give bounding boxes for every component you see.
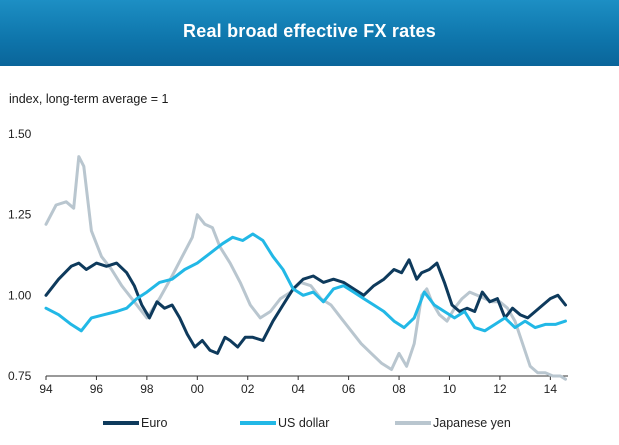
series-line-euro — [44, 258, 567, 355]
title-banner: Real broad effective FX rates — [0, 0, 619, 66]
y-tick-label: 0.75 — [8, 369, 32, 383]
y-tick-label: 1.25 — [8, 208, 32, 222]
x-tick-label: 96 — [90, 382, 104, 396]
y-tick-label: 1.50 — [8, 127, 32, 141]
x-tick-label: 06 — [342, 382, 356, 396]
x-tick-label: 12 — [493, 382, 507, 396]
y-axis-unit-label: index, long-term average = 1 — [9, 92, 169, 106]
series-line-japanese-yen — [44, 155, 567, 381]
x-tick-label: 94 — [39, 382, 53, 396]
x-tick-label: 98 — [140, 382, 154, 396]
chart-title: Real broad effective FX rates — [183, 21, 436, 41]
x-tick-label: 02 — [241, 382, 255, 396]
chart-series — [44, 155, 567, 381]
x-tick-label: 00 — [191, 382, 205, 396]
x-tick-label: 14 — [544, 382, 558, 396]
series-line-us-dollar — [44, 232, 567, 333]
x-tick-label: 08 — [392, 382, 406, 396]
chart-axes: 0.75 1.00 1.25 1.50 94 96 98 00 02 04 06 08 10 12 14 — [8, 127, 568, 396]
legend-label-us-dollar: US dollar — [278, 416, 329, 430]
legend-label-euro: Euro — [141, 416, 167, 430]
chart-legend: Euro US dollar Japanese yen — [103, 416, 511, 430]
x-tick-label: 10 — [443, 382, 457, 396]
x-tick-label: 04 — [291, 382, 305, 396]
legend-label-japanese-yen: Japanese yen — [433, 416, 511, 430]
y-tick-label: 1.00 — [8, 288, 32, 302]
